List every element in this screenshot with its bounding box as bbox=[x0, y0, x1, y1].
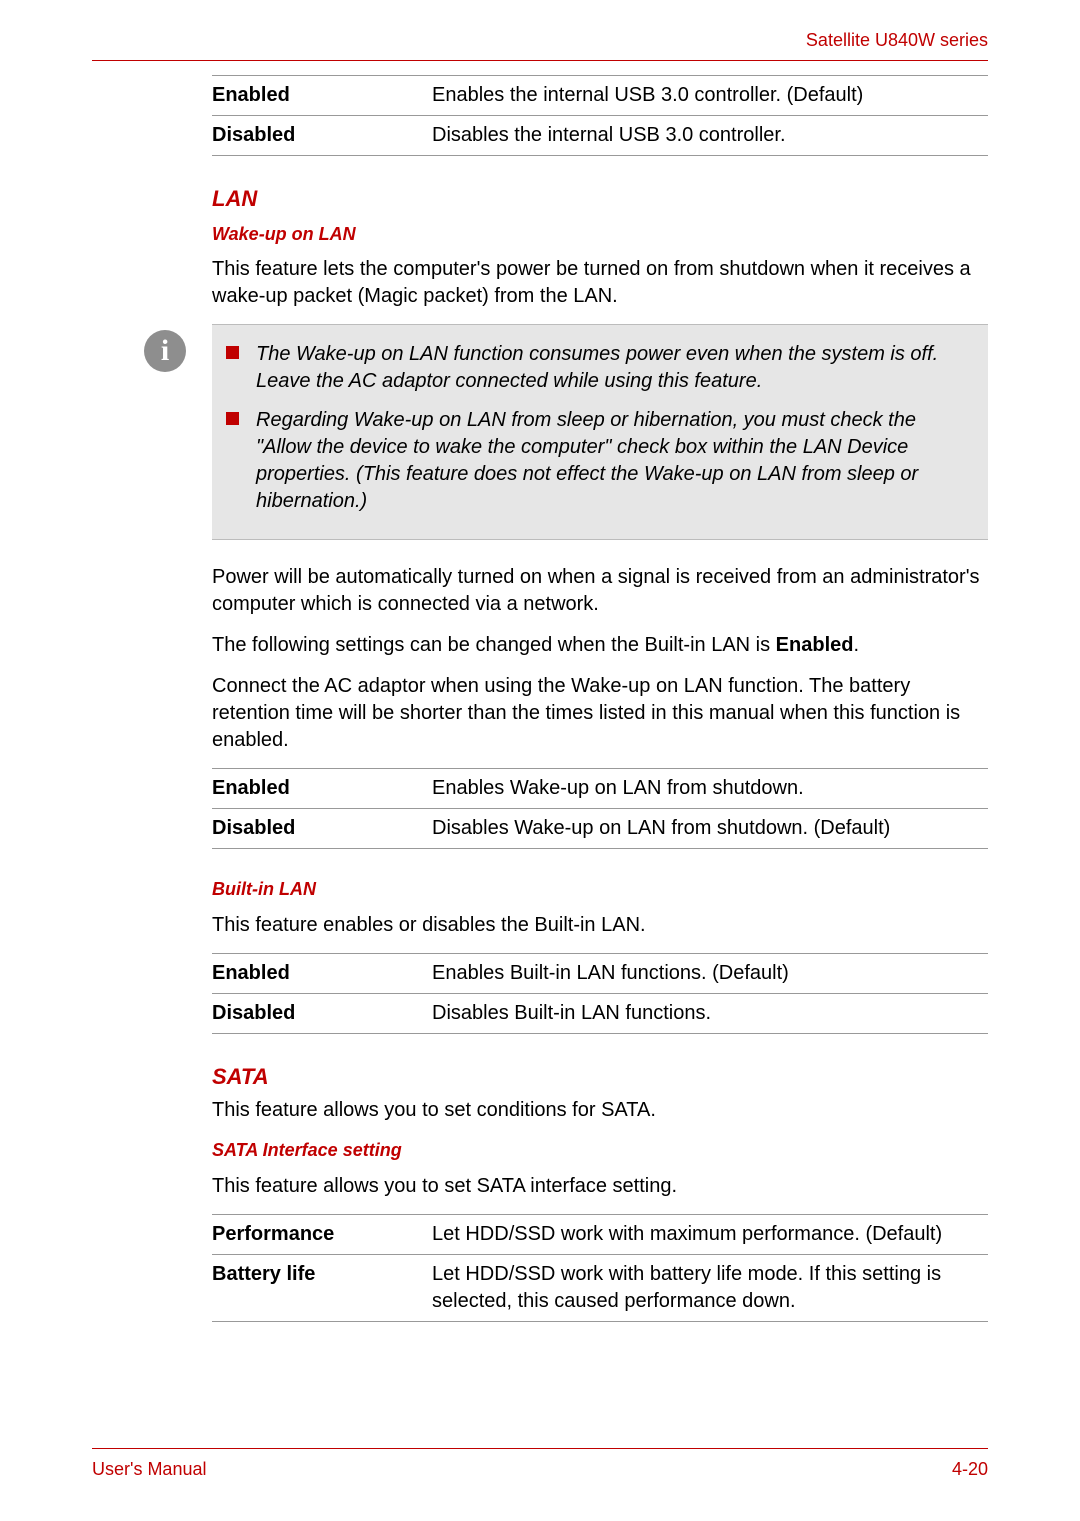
table-row: Disabled Disables the internal USB 3.0 c… bbox=[212, 116, 988, 156]
wake-settings-table: Enabled Enables Wake-up on LAN from shut… bbox=[212, 768, 988, 849]
option-desc: Let HDD/SSD work with maximum performanc… bbox=[432, 1214, 988, 1254]
wake-power-para: Power will be automatically turned on wh… bbox=[212, 564, 988, 618]
info-icon: i bbox=[144, 330, 186, 372]
heading-builtin-lan: Built-in LAN bbox=[212, 877, 988, 901]
heading-lan: LAN bbox=[212, 184, 988, 214]
table-row: Battery life Let HDD/SSD work with batte… bbox=[212, 1254, 988, 1321]
page-footer: User's Manual 4-20 bbox=[92, 1448, 988, 1481]
text: . bbox=[853, 634, 859, 656]
builtin-intro: This feature enables or disables the Bui… bbox=[212, 912, 988, 939]
sata-settings-table: Performance Let HDD/SSD work with maximu… bbox=[212, 1214, 988, 1322]
option-desc: Enables Built-in LAN functions. (Default… bbox=[432, 953, 988, 993]
option-desc: Enables Wake-up on LAN from shutdown. bbox=[432, 769, 988, 809]
table-row: Enabled Enables the internal USB 3.0 con… bbox=[212, 76, 988, 116]
heading-sata: SATA bbox=[212, 1062, 988, 1092]
header-rule bbox=[92, 60, 988, 61]
text: The following settings can be changed wh… bbox=[212, 634, 776, 656]
builtin-settings-table: Enabled Enables Built-in LAN functions. … bbox=[212, 953, 988, 1034]
option-desc: Let HDD/SSD work with battery life mode.… bbox=[432, 1254, 988, 1321]
usb-settings-table: Enabled Enables the internal USB 3.0 con… bbox=[212, 75, 988, 156]
sata-iface-intro: This feature allows you to set SATA inte… bbox=[212, 1173, 988, 1200]
option-desc: Disables the internal USB 3.0 controller… bbox=[432, 116, 988, 156]
note-text: The Wake-up on LAN function consumes pow… bbox=[256, 343, 938, 392]
heading-wake-on-lan: Wake-up on LAN bbox=[212, 222, 988, 246]
wake-intro: This feature lets the computer's power b… bbox=[212, 256, 988, 310]
option-desc: Disables Wake-up on LAN from shutdown. (… bbox=[432, 809, 988, 849]
option-label: Disabled bbox=[212, 809, 432, 849]
footer-right: 4-20 bbox=[952, 1457, 988, 1481]
note-box: The Wake-up on LAN function consumes pow… bbox=[212, 324, 988, 540]
footer-left: User's Manual bbox=[92, 1457, 206, 1481]
table-row: Disabled Disables Wake-up on LAN from sh… bbox=[212, 809, 988, 849]
option-label: Performance bbox=[212, 1214, 432, 1254]
option-label: Disabled bbox=[212, 993, 432, 1033]
page: Satellite U840W series Enabled Enables t… bbox=[0, 0, 1080, 1521]
wake-connect-para: Connect the AC adaptor when using the Wa… bbox=[212, 673, 988, 754]
wake-settings-para: The following settings can be changed wh… bbox=[212, 632, 988, 659]
heading-sata-interface: SATA Interface setting bbox=[212, 1138, 988, 1162]
footer-rule bbox=[92, 1448, 988, 1449]
option-label: Disabled bbox=[212, 116, 432, 156]
table-row: Disabled Disables Built-in LAN functions… bbox=[212, 993, 988, 1033]
table-row: Enabled Enables Wake-up on LAN from shut… bbox=[212, 769, 988, 809]
content-column: Enabled Enables the internal USB 3.0 con… bbox=[212, 75, 988, 1321]
option-label: Enabled bbox=[212, 953, 432, 993]
option-label: Enabled bbox=[212, 769, 432, 809]
note-text: Regarding Wake-up on LAN from sleep or h… bbox=[256, 409, 918, 512]
option-desc: Enables the internal USB 3.0 controller.… bbox=[432, 76, 988, 116]
option-label: Enabled bbox=[212, 76, 432, 116]
table-row: Enabled Enables Built-in LAN functions. … bbox=[212, 953, 988, 993]
note-item: The Wake-up on LAN function consumes pow… bbox=[226, 341, 974, 395]
table-row: Performance Let HDD/SSD work with maximu… bbox=[212, 1214, 988, 1254]
option-desc: Disables Built-in LAN functions. bbox=[432, 993, 988, 1033]
note-block: i The Wake-up on LAN function consumes p… bbox=[92, 324, 988, 540]
option-label: Battery life bbox=[212, 1254, 432, 1321]
sata-intro: This feature allows you to set condition… bbox=[212, 1097, 988, 1124]
header-series: Satellite U840W series bbox=[92, 28, 988, 52]
bullet-icon bbox=[226, 346, 239, 359]
note-item: Regarding Wake-up on LAN from sleep or h… bbox=[226, 407, 974, 515]
text-bold: Enabled bbox=[776, 634, 854, 656]
bullet-icon bbox=[226, 412, 239, 425]
